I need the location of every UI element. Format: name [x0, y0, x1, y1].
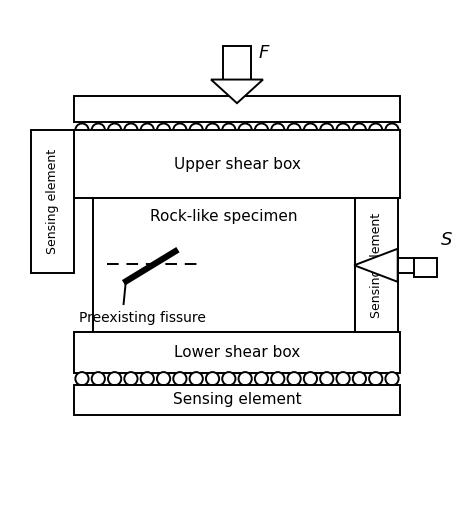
- Circle shape: [173, 372, 186, 385]
- Circle shape: [369, 123, 383, 137]
- Polygon shape: [354, 249, 398, 282]
- Circle shape: [108, 372, 121, 385]
- Circle shape: [75, 123, 89, 137]
- Circle shape: [108, 123, 121, 137]
- Circle shape: [304, 372, 317, 385]
- Circle shape: [353, 123, 366, 137]
- Polygon shape: [211, 79, 263, 103]
- Circle shape: [288, 372, 301, 385]
- Circle shape: [369, 372, 383, 385]
- Circle shape: [271, 123, 284, 137]
- Polygon shape: [398, 258, 414, 273]
- Circle shape: [91, 372, 105, 385]
- Bar: [414, 258, 437, 277]
- Bar: [74, 96, 400, 122]
- Circle shape: [255, 372, 268, 385]
- Text: Sensing element: Sensing element: [370, 213, 383, 318]
- Circle shape: [190, 372, 203, 385]
- Bar: [93, 198, 355, 333]
- Circle shape: [353, 372, 366, 385]
- Circle shape: [320, 123, 333, 137]
- Polygon shape: [223, 47, 251, 79]
- Text: $S$: $S$: [440, 231, 453, 249]
- Circle shape: [222, 372, 236, 385]
- Circle shape: [75, 372, 89, 385]
- Circle shape: [304, 123, 317, 137]
- Circle shape: [206, 123, 219, 137]
- Circle shape: [337, 372, 350, 385]
- Circle shape: [124, 372, 137, 385]
- Circle shape: [91, 123, 105, 137]
- Text: Sensing element: Sensing element: [46, 149, 59, 254]
- Circle shape: [385, 372, 399, 385]
- Circle shape: [255, 123, 268, 137]
- Circle shape: [385, 123, 399, 137]
- Bar: [74, 333, 400, 372]
- Bar: [355, 198, 398, 333]
- Circle shape: [124, 123, 137, 137]
- Circle shape: [238, 123, 252, 137]
- Text: Preexisting fissure: Preexisting fissure: [79, 311, 206, 325]
- Circle shape: [141, 123, 154, 137]
- Bar: [74, 130, 400, 198]
- Text: $F$: $F$: [258, 44, 271, 62]
- Bar: [31, 130, 74, 274]
- Circle shape: [157, 123, 170, 137]
- Circle shape: [206, 372, 219, 385]
- Circle shape: [271, 372, 284, 385]
- Circle shape: [190, 123, 203, 137]
- Text: Lower shear box: Lower shear box: [174, 345, 300, 360]
- Text: Upper shear box: Upper shear box: [173, 157, 301, 172]
- Circle shape: [157, 372, 170, 385]
- Text: Rock-like specimen: Rock-like specimen: [150, 209, 298, 224]
- Circle shape: [288, 123, 301, 137]
- Circle shape: [337, 123, 350, 137]
- Circle shape: [320, 372, 333, 385]
- Circle shape: [222, 123, 236, 137]
- Circle shape: [173, 123, 186, 137]
- Circle shape: [141, 372, 154, 385]
- Circle shape: [238, 372, 252, 385]
- Text: Sensing element: Sensing element: [173, 392, 301, 407]
- Bar: [74, 385, 400, 415]
